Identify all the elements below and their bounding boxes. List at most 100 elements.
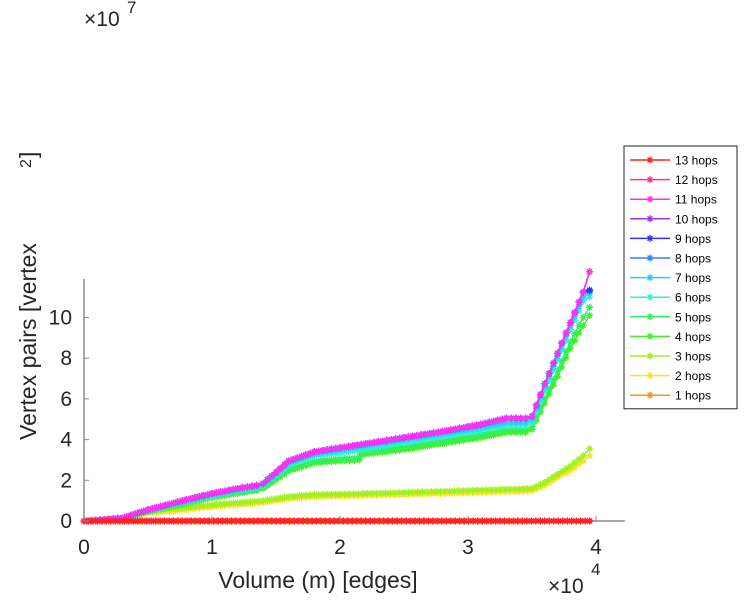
- data-point: [302, 491, 310, 499]
- data-point: [464, 486, 472, 494]
- data-point: [285, 493, 293, 501]
- data-point: [485, 429, 493, 437]
- data-point: [571, 316, 579, 324]
- y-tick-label: 8: [60, 347, 72, 370]
- data-point: [286, 517, 294, 525]
- data-point: [507, 414, 515, 422]
- x-tick-label: 2: [334, 536, 346, 559]
- data-point: [306, 458, 314, 466]
- data-point: [371, 517, 379, 525]
- data-point: [541, 387, 549, 395]
- data-point: [323, 490, 331, 498]
- data-point: [355, 454, 363, 462]
- data-point: [281, 461, 289, 469]
- data-point: [451, 425, 459, 433]
- data-point: [356, 449, 364, 457]
- data-point: [204, 501, 212, 509]
- data-point: [554, 470, 562, 478]
- data-point: [281, 517, 289, 525]
- data-point: [455, 434, 463, 442]
- data-point: [451, 517, 459, 525]
- data-point: [169, 517, 177, 525]
- data-point: [498, 415, 506, 423]
- data-point: [232, 517, 240, 525]
- legend-marker-icon: [646, 156, 654, 164]
- series-line: [86, 271, 591, 522]
- legend-label: 10 hops: [675, 212, 718, 226]
- data-point: [566, 462, 574, 470]
- data-point: [336, 490, 344, 498]
- data-point: [405, 488, 413, 496]
- data-point: [469, 517, 477, 525]
- data-point: [554, 366, 562, 374]
- data-point: [221, 500, 229, 508]
- data-point: [131, 510, 139, 518]
- data-point: [210, 517, 218, 525]
- data-point: [566, 326, 574, 334]
- data-point: [524, 485, 532, 493]
- data-point: [579, 293, 587, 301]
- legend-marker-icon: [646, 352, 654, 360]
- data-point: [559, 517, 567, 525]
- data-point: [332, 455, 340, 463]
- data-point: [411, 517, 419, 525]
- data-point: [315, 457, 323, 465]
- data-point: [123, 513, 131, 521]
- data-point: [306, 491, 314, 499]
- data-point: [323, 446, 331, 454]
- data-point: [404, 433, 412, 441]
- data-point: [478, 517, 486, 525]
- data-point: [120, 517, 128, 525]
- data-point: [293, 454, 301, 462]
- legend-marker-icon: [646, 274, 654, 282]
- data-point: [152, 517, 160, 525]
- data-point: [182, 503, 190, 511]
- data-point: [387, 445, 395, 453]
- legend-marker-icon: [646, 176, 654, 184]
- data-point: [373, 489, 381, 497]
- data-point: [443, 436, 451, 444]
- data-point: [498, 419, 506, 427]
- data-point: [579, 297, 587, 305]
- data-point: [568, 517, 576, 525]
- data-point: [497, 485, 505, 493]
- data-point: [396, 434, 404, 442]
- data-point: [92, 516, 100, 524]
- y-axis-label: Vertex pairs [vertex: [15, 243, 41, 440]
- data-point: [293, 462, 301, 470]
- data-point: [298, 452, 306, 460]
- data-point: [492, 517, 500, 525]
- data-point: [522, 425, 530, 433]
- data-point: [558, 467, 566, 475]
- data-point: [469, 486, 477, 494]
- data-point: [426, 439, 434, 447]
- data-point: [586, 293, 594, 301]
- data-point: [511, 485, 519, 493]
- data-point: [571, 330, 579, 338]
- data-point: [586, 445, 594, 453]
- data-point: [579, 314, 587, 321]
- data-point: [510, 517, 518, 525]
- data-point: [478, 486, 486, 494]
- data-point: [319, 446, 327, 454]
- legend-item: 2 hops: [630, 369, 711, 383]
- data-point: [89, 517, 97, 525]
- data-point: [174, 498, 182, 506]
- legend-item: 8 hops: [630, 252, 711, 266]
- data-point: [348, 517, 356, 525]
- legend-marker-icon: [646, 234, 654, 242]
- data-point: [379, 437, 387, 445]
- data-point: [554, 517, 562, 525]
- data-point: [418, 488, 426, 496]
- data-point: [571, 312, 579, 320]
- legend-item: 6 hops: [630, 291, 711, 305]
- data-point: [558, 346, 566, 354]
- data-point: [507, 418, 515, 426]
- data-point: [420, 517, 428, 525]
- data-point: [107, 517, 115, 525]
- data-point: [129, 517, 137, 525]
- data-point: [374, 438, 382, 446]
- data-point: [259, 497, 267, 505]
- data-point: [191, 503, 199, 511]
- data-point: [225, 499, 233, 507]
